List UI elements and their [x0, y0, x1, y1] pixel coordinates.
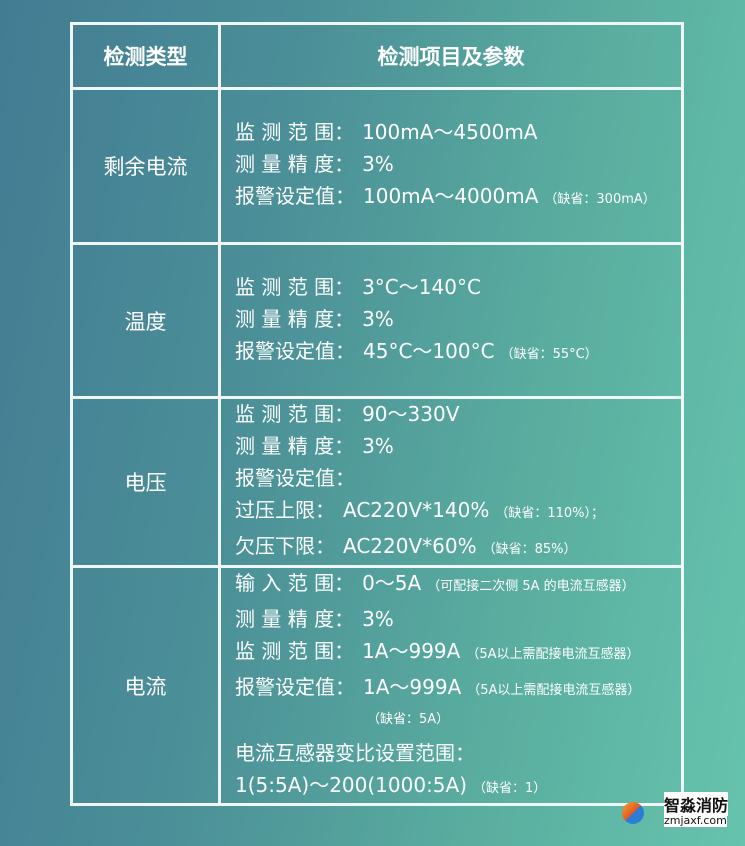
watermark-name: 智淼消防 [664, 792, 729, 816]
param-note: （缺省：85%） [482, 542, 577, 557]
detection-type: 电压 [73, 399, 221, 565]
param-line: 测 量 精 度： 3% [235, 148, 681, 180]
ct-note: （缺省：1） [473, 780, 547, 796]
param-line: 报警设定值： 100mA～4000mA （缺省：300mA） [235, 180, 681, 216]
param-list: 监 测 范 围： 100mA～4500mA 测 量 精 度： 3% 报警设定值： 100m… [221, 90, 681, 242]
param-value: 0～5A [362, 570, 422, 595]
param-line: 监 测 范 围： 100mA～4500mA [235, 116, 681, 148]
param-line: 欠压下限： AC220V*60% （缺省：85%） [235, 530, 681, 566]
param-label: 报警设定值： [235, 338, 355, 363]
param-value: 45°C～100°C [363, 338, 495, 363]
param-note: （缺省：300mA） [544, 192, 656, 207]
param-line: 测 量 精 度： 3% [235, 430, 681, 462]
param-list: 监 测 范 围： 3°C～140°C 测 量 精 度： 3% 报警设定值： 45°C～10… [221, 245, 681, 396]
param-note: （5A以上需配接电流互感器） [466, 646, 640, 662]
param-list: 监 测 范 围： 90～330V 测 量 精 度： 3% 报警设定值： 过压上限： AC22… [221, 399, 681, 565]
param-value: 1A～999A [362, 638, 461, 663]
param-label: 报警设定值： [235, 466, 355, 490]
param-line: 输 入 范 围： 0～5A （可配接二次侧 5A 的电流互感器） [235, 567, 681, 603]
param-value: 1A～999A [363, 674, 462, 699]
param-value: AC220V*60% [343, 534, 477, 558]
param-label: 测 量 精 度： [235, 152, 355, 176]
alarm-default: （缺省：5A） [367, 711, 450, 727]
param-line: 监 测 范 围： 90～330V [235, 398, 681, 430]
param-value: 90～330V [362, 402, 460, 426]
param-label: 测 量 精 度： [235, 306, 355, 331]
param-value: 3°C～140°C [362, 274, 481, 299]
param-label: 欠压下限： [235, 534, 335, 558]
param-line: 报警设定值： 1A～999A （5A以上需配接电流互感器） [235, 671, 681, 707]
param-value: 3% [362, 152, 394, 176]
param-line: 测 量 精 度： 3% [235, 303, 681, 335]
param-label: 测 量 精 度： [235, 434, 355, 458]
param-line: 过压上限： AC220V*140% （缺省：110%）； [235, 494, 681, 530]
header-params: 检测项目及参数 [377, 45, 525, 69]
param-label: 输 入 范 围： [235, 570, 355, 595]
param-label: 测 量 精 度： [235, 606, 355, 631]
param-label: 监 测 范 围： [235, 274, 355, 299]
param-line: 报警设定值： 45°C～100°C （缺省：55°C） [235, 335, 681, 371]
spec-table: 检测类型 检测项目及参数 剩余电流监 测 范 围： 100mA～4500mA 测 量… [70, 22, 684, 806]
param-list: 输 入 范 围： 0～5A （可配接二次侧 5A 的电流互感器） 测 量 精 度： 3%… [221, 568, 681, 803]
param-note: （缺省：110%）； [495, 506, 604, 521]
ct-value: 1(5:5A)～200(1000:5A) [235, 772, 468, 797]
param-label: 过压上限： [235, 498, 335, 522]
param-label: 监 测 范 围： [235, 402, 355, 426]
param-line: 监 测 范 围： 1A～999A （5A以上需配接电流互感器） [235, 635, 681, 671]
param-line: 监 测 范 围： 3°C～140°C [235, 271, 681, 303]
param-value: 100mA～4000mA [363, 184, 539, 208]
ct-label: 电流互感器变比设置范围： [235, 740, 475, 765]
param-value: 3% [362, 306, 394, 331]
param-label: 报警设定值： [235, 674, 355, 699]
table-row: 电流输 入 范 围： 0～5A （可配接二次侧 5A 的电流互感器） 测 量 精 度：… [73, 568, 681, 803]
param-line: 报警设定值： [235, 462, 681, 494]
param-value: 3% [362, 606, 394, 631]
detection-type: 温度 [73, 245, 221, 396]
param-note: （缺省：55°C） [500, 346, 598, 362]
table-header: 检测类型 检测项目及参数 [73, 25, 681, 90]
logo-icon [622, 802, 644, 824]
watermark-url: zmjaxf.com [664, 814, 727, 827]
param-note: （可配接二次侧 5A 的电流互感器） [427, 578, 635, 594]
table-row: 电压监 测 范 围： 90～330V 测 量 精 度： 3% 报警设定值： 过压上限： AC… [73, 399, 681, 568]
param-note: （5A以上需配接电流互感器） [467, 682, 641, 698]
watermark: 智淼消防 zmjaxf.com [620, 790, 745, 830]
param-label: 监 测 范 围： [235, 638, 355, 663]
table-row: 剩余电流监 测 范 围： 100mA～4500mA 测 量 精 度： 3% 报警设定值：… [73, 90, 681, 245]
param-value: 3% [362, 434, 394, 458]
param-value: AC220V*140% [343, 498, 490, 522]
header-type: 检测类型 [73, 25, 221, 87]
param-value: 100mA～4500mA [362, 120, 538, 144]
param-label: 监 测 范 围： [235, 120, 355, 144]
param-label: 报警设定值： [235, 184, 355, 208]
detection-type: 电流 [73, 568, 221, 803]
param-line: 测 量 精 度： 3% [235, 603, 681, 635]
table-row: 温度监 测 范 围： 3°C～140°C 测 量 精 度： 3% 报警设定值： 45°C～… [73, 245, 681, 399]
ct-line: 1(5:5A)～200(1000:5A) （缺省：1） [235, 769, 681, 805]
detection-type: 剩余电流 [73, 90, 221, 242]
